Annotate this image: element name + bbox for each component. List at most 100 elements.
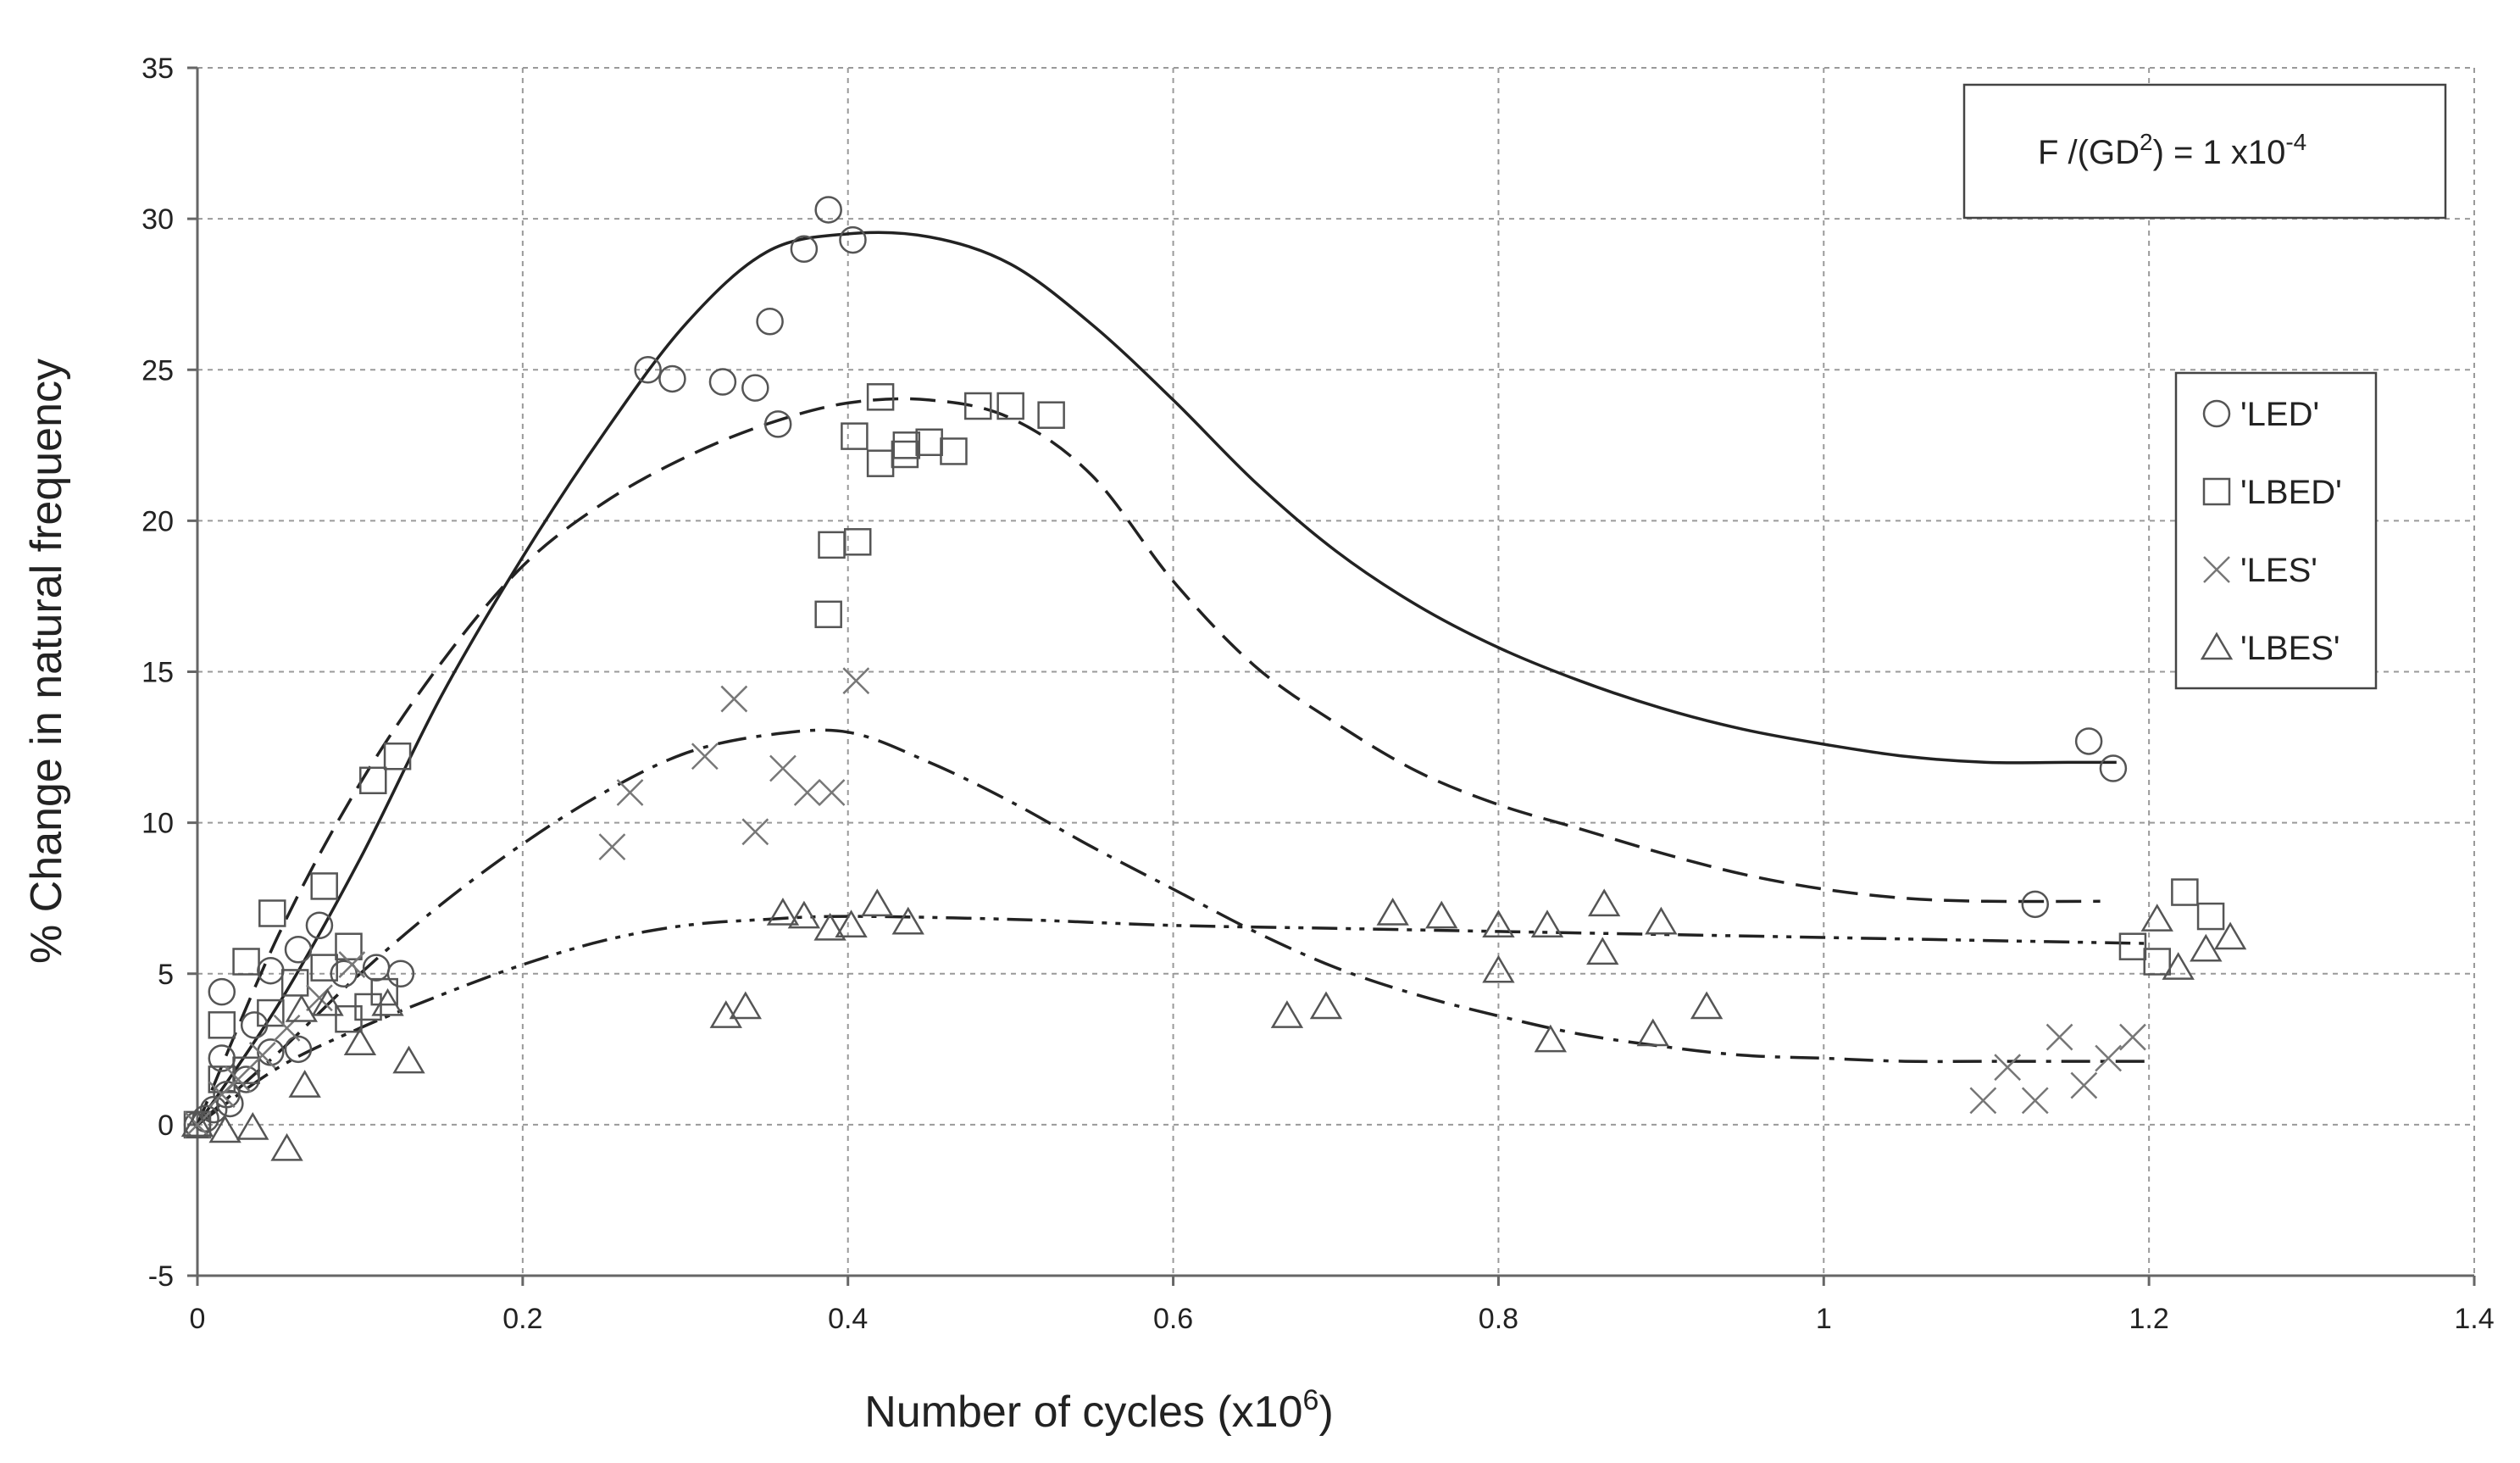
legend-label-lbes: 'LBES' bbox=[2240, 630, 2340, 667]
data-point-triangle bbox=[2190, 933, 2223, 962]
data-point-square bbox=[232, 1056, 260, 1084]
data-point-square bbox=[310, 954, 338, 982]
data-point-square bbox=[383, 743, 412, 770]
annotation-sup1: 2 bbox=[2140, 129, 2153, 155]
legend-label-lbed: 'LBED' bbox=[2240, 474, 2342, 511]
data-point-square bbox=[310, 872, 338, 900]
data-point-triangle bbox=[1270, 1000, 1304, 1028]
data-point-cross bbox=[2119, 1023, 2146, 1051]
data-point-square bbox=[964, 392, 992, 420]
data-point-square bbox=[841, 422, 869, 450]
data-point-cross bbox=[2045, 1023, 2073, 1051]
data-point-triangle bbox=[392, 1045, 425, 1074]
x-tick-label: 1.2 bbox=[2129, 1303, 2169, 1335]
data-point-square bbox=[354, 993, 382, 1021]
data-point-square bbox=[866, 383, 895, 411]
data-point-circle bbox=[2099, 754, 2128, 782]
data-point-square bbox=[370, 977, 398, 1006]
data-point-circle bbox=[763, 410, 792, 438]
y-tick-label: 30 bbox=[142, 203, 174, 236]
y-axis-title: % Change in natural frequency bbox=[22, 359, 71, 964]
data-point-cross bbox=[818, 779, 846, 806]
data-point-triangle bbox=[787, 900, 821, 929]
data-point-square bbox=[996, 392, 1024, 420]
data-point-triangle bbox=[1645, 906, 1678, 935]
data-point-cross bbox=[741, 818, 769, 846]
legend-label-led: 'LED' bbox=[2240, 396, 2319, 433]
grid bbox=[197, 67, 2475, 1276]
data-point-square bbox=[335, 932, 363, 960]
y-tick-label: 35 bbox=[142, 53, 174, 85]
y-tick-label: -5 bbox=[148, 1260, 174, 1293]
data-point-triangle bbox=[813, 912, 846, 941]
legend-markers bbox=[2200, 399, 2234, 660]
data-point-triangle bbox=[2140, 904, 2173, 932]
data-point-cross bbox=[2021, 1087, 2049, 1115]
data-point-cross bbox=[691, 743, 719, 770]
data-point-circle bbox=[257, 1038, 285, 1066]
data-point-triangle bbox=[729, 991, 762, 1020]
data-point-cross bbox=[338, 951, 366, 978]
legend-frame bbox=[2174, 371, 2378, 690]
data-point-circle bbox=[208, 977, 236, 1006]
annotation-box: F /(GD2) = 1 x10-4 bbox=[1962, 83, 2447, 220]
data-point-square bbox=[2196, 902, 2225, 931]
data-point-cross bbox=[616, 779, 644, 806]
data-point-circle bbox=[814, 196, 842, 224]
data-point-triangle bbox=[2213, 921, 2247, 950]
data-point-square bbox=[1037, 401, 1065, 429]
y-tick-label: 10 bbox=[142, 808, 174, 840]
y-tick-label: 20 bbox=[142, 505, 174, 537]
x-tick-label: 0.2 bbox=[502, 1303, 542, 1335]
data-point-square bbox=[940, 437, 968, 465]
data-point-cross bbox=[769, 754, 797, 782]
annotation-middle: ) = 1 x10 bbox=[2153, 134, 2286, 171]
data-point-cross bbox=[1994, 1054, 2022, 1082]
data-point-circle bbox=[284, 936, 313, 964]
data-point-cross bbox=[720, 685, 748, 713]
data-point-triangle bbox=[180, 1109, 214, 1138]
x-tick-label: 0 bbox=[190, 1303, 206, 1335]
annotation-prefix: F /(GD bbox=[2038, 134, 2140, 171]
axes: 0 0.2 0.4 0.6 0.8 1 1.2 1.4 -5 0 5 10 15 20 25 30 35 bbox=[142, 53, 2494, 1335]
x-axis-title-end: ) bbox=[1318, 1388, 1333, 1437]
data-point-cross bbox=[248, 1042, 276, 1069]
x-tick-label: 0.4 bbox=[828, 1303, 868, 1335]
data-point-circle bbox=[305, 911, 334, 939]
trend-line-dash-dot bbox=[196, 728, 2150, 1126]
data-point-triangle bbox=[1425, 900, 1458, 929]
trend-line-solid bbox=[196, 231, 2117, 1126]
legend-marker-triangle bbox=[2200, 631, 2234, 660]
data-point-triangle bbox=[861, 888, 894, 917]
data-point-triangle bbox=[1309, 991, 1343, 1020]
x-axis-title-main: Number of cycles (x10 bbox=[864, 1388, 1302, 1437]
x-tick-label: 1 bbox=[1816, 1303, 1832, 1335]
data-point-triangle bbox=[835, 910, 868, 937]
data-point-circle bbox=[386, 960, 415, 987]
data-point-cross bbox=[842, 667, 870, 695]
data-point-square bbox=[258, 899, 286, 927]
data-point-cross bbox=[598, 833, 626, 861]
x-axis-title: Number of cycles (x106) bbox=[864, 1384, 1334, 1437]
data-point-cross bbox=[793, 779, 821, 806]
data-point-circle bbox=[708, 368, 737, 396]
data-point-cross bbox=[225, 1065, 252, 1093]
data-point-triangle bbox=[1690, 991, 1723, 1020]
data-point-triangle bbox=[1587, 888, 1621, 917]
data-point-square bbox=[814, 600, 842, 629]
data-point-triangle bbox=[1636, 1018, 1669, 1047]
data-point-triangle bbox=[270, 1132, 303, 1161]
data-point-square bbox=[232, 948, 260, 976]
x-tick-label: 0.6 bbox=[1153, 1303, 1193, 1335]
annotation-text: F /(GD2) = 1 x10-4 bbox=[2038, 129, 2306, 171]
legend-label-les: 'LES' bbox=[2240, 552, 2317, 589]
y-tick-label: 15 bbox=[142, 657, 174, 689]
data-point-triangle bbox=[288, 1070, 321, 1098]
data-point-cross bbox=[184, 1110, 211, 1138]
data-point-square bbox=[359, 766, 387, 794]
data-point-cross bbox=[1969, 1087, 1997, 1115]
data-point-square bbox=[2171, 878, 2199, 906]
data-point-circle bbox=[756, 308, 784, 336]
data-point-triangle bbox=[891, 906, 924, 935]
data-point-circle bbox=[2021, 890, 2050, 919]
